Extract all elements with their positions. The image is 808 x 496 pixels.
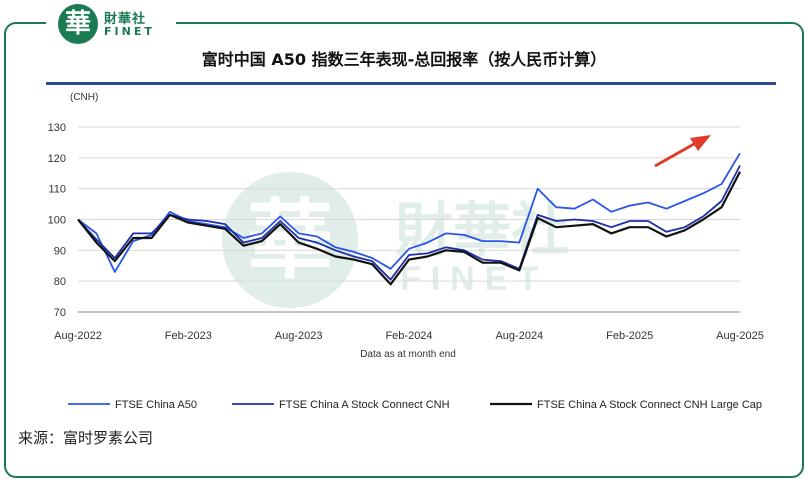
x-axis-label: Data as at month end [360, 349, 456, 360]
y-tick-label: 80 [54, 276, 66, 288]
arrow-head [690, 135, 711, 151]
series-line [77, 152, 741, 273]
y-tick-label: 90 [54, 245, 66, 257]
x-tick-label: Aug-2024 [495, 330, 543, 342]
y-tick-label: 130 [48, 122, 66, 134]
annotation-arrow [654, 135, 711, 168]
y-tick-label: 110 [48, 184, 66, 196]
brand-name-en: FINET [104, 25, 155, 38]
brand-logo: 華 財華社 FINET [46, 2, 176, 46]
title-rule [46, 82, 776, 85]
x-tick-label: Aug-2022 [54, 330, 102, 342]
legend-label: FTSE China A Stock Connect CNH [279, 399, 450, 411]
arrow-shaft [654, 142, 695, 168]
source-note: 来源：富时罗素公司 [18, 429, 154, 447]
watermark-name-en: FINET [400, 260, 548, 298]
brand-seal: 華 [58, 4, 98, 44]
brand-name-cn: 財華社 [104, 12, 147, 27]
y-tick-label: 70 [54, 307, 66, 319]
legend-label: FTSE China A50 [115, 399, 197, 411]
legend: FTSE China A50 FTSE China A Stock Connect… [68, 399, 762, 411]
x-tick-label: Feb-2023 [165, 330, 212, 342]
legend-label: FTSE China A Stock Connect CNH Large Cap [537, 399, 762, 411]
chart-title: 富时中国 A50 指数三年表现-总回报率（按人民币计算） [201, 50, 607, 69]
series-line [77, 171, 741, 286]
x-tick-label: Aug-2023 [275, 330, 323, 342]
x-axis: Aug-2022 Feb-2023 Aug-2023 Feb-2024 Aug-2024… [54, 330, 764, 342]
watermark: 華 財華社 FINET [222, 172, 569, 308]
y-axis-label: (CNH) [70, 92, 98, 103]
series-line [77, 165, 741, 281]
brand-seal-char: 華 [64, 9, 91, 39]
line-chart: 華 財華社 FINET 70 80 90 100 110 120 130 (CNH) Aug… [48, 92, 764, 411]
x-tick-label: Aug-2025 [716, 330, 764, 342]
watermark-seal [222, 172, 358, 308]
watermark-name-cn: 財華社 [395, 198, 569, 263]
x-tick-label: Feb-2024 [385, 330, 432, 342]
y-tick-label: 120 [48, 153, 66, 165]
y-axis: 70 80 90 100 110 120 130 [48, 122, 66, 319]
series-lines [77, 152, 741, 286]
x-tick-label: Feb-2025 [606, 330, 653, 342]
y-tick-label: 100 [48, 215, 66, 227]
